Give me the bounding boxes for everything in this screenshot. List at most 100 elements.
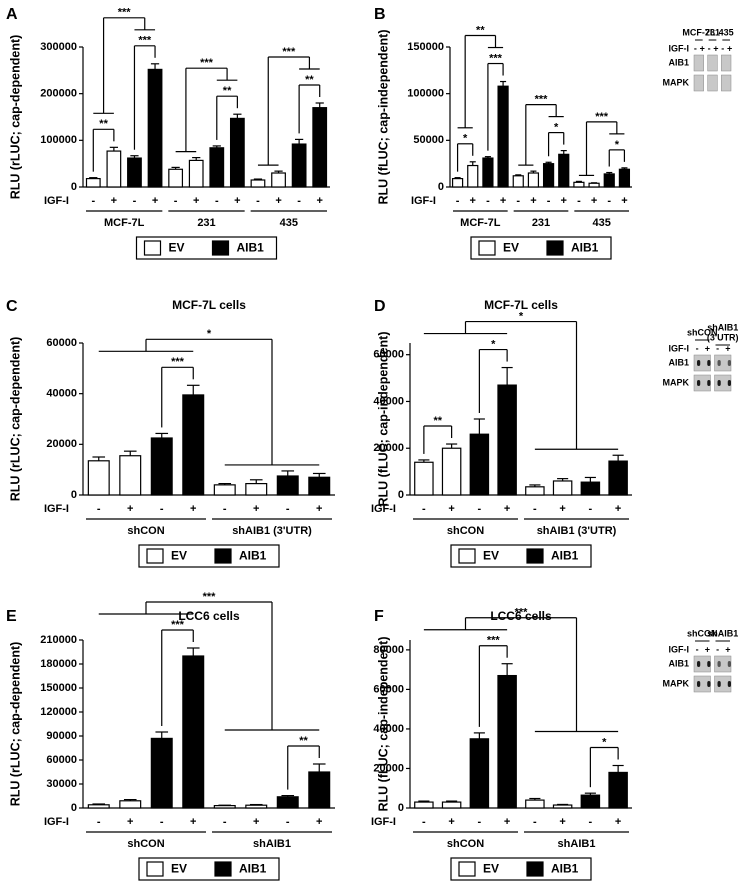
y-tick-label: 50000 [413,134,444,146]
x-row-label: IGF-I [411,195,436,207]
chart-title: LCC6 cells [490,609,552,623]
blot-column-label: shAIB1 [707,322,738,332]
bar [308,771,331,809]
panel-letter: B [374,6,386,23]
bar [469,738,490,809]
x-row-label: IGF-I [44,195,69,207]
x-tick-label: - [286,816,290,828]
group-label: shAIB1 [253,838,291,850]
panel-letter: A [6,6,18,23]
x-tick-label: - [589,503,593,515]
blot-band [717,360,721,366]
x-tick-label: + [234,195,240,207]
blot-row-label: AIB1 [668,357,689,367]
x-tick-label: + [448,503,454,515]
bar [209,147,225,188]
blot-sign: + [725,343,730,353]
legend-label: EV [503,241,519,255]
y-tick-label: 40000 [373,723,404,735]
blot-column-label: MCF-7L [682,27,715,37]
bar [580,481,601,496]
bar [469,433,490,496]
bar [527,172,540,188]
blot-band [727,681,731,687]
bar [188,159,204,188]
x-tick-label: + [615,503,621,515]
panel-letter: F [374,608,384,625]
x-tick-label: - [91,195,95,207]
bar [573,181,585,188]
x-tick-label: - [533,816,537,828]
bar [497,384,517,496]
x-tick-label: - [607,195,611,207]
x-tick-label: + [275,195,281,207]
bar [127,157,142,188]
x-tick-label: + [470,195,476,207]
significance-label: *** [171,619,185,631]
bar [106,150,122,188]
blot-band [717,661,721,667]
significance-label: ** [433,415,442,427]
y-tick-label: 20000 [373,762,404,774]
y-tick-label: 90000 [46,730,77,742]
x-tick-label: - [486,195,490,207]
bar [308,476,331,496]
bar [482,157,494,188]
x-tick-label: + [591,195,597,207]
x-tick-label: - [533,503,537,515]
x-tick-label: - [422,816,426,828]
bar [245,483,268,496]
bar [182,394,205,496]
blot-column-label: 435 [719,27,734,37]
bar [213,484,236,496]
blot-column-label: shCON [687,327,718,337]
x-tick-label: - [223,503,227,515]
panel-letter: D [374,298,386,315]
y-tick-label: 0 [398,802,404,814]
significance-label: ** [223,85,232,97]
significance-label: * [491,338,496,350]
legend-label: EV [483,549,499,563]
y-axis-label: RLU (fLUC; cap-independent) [376,637,390,812]
x-tick-label: - [577,195,581,207]
y-tick-label: 150000 [407,41,444,53]
significance-label: * [554,122,559,134]
y-tick-label: 100000 [407,88,444,100]
bar [497,674,517,809]
bar [85,178,101,188]
x-tick-label: + [127,503,133,515]
x-tick-label: + [152,195,158,207]
chart-title: MCF-7L cells [484,298,558,312]
x-tick-label: + [316,816,322,828]
blot-column-label: shAIB1 [707,628,738,638]
x-tick-label: - [256,195,260,207]
y-axis-label: RLU (rLUC; cap-dependent) [8,35,22,200]
blot-band [717,380,721,386]
bar [276,796,299,809]
x-row-label: IGF-I [371,816,396,828]
y-tick-label: 150000 [40,682,77,694]
blot-row-label: MAPK [663,377,690,387]
bar [608,771,628,809]
x-tick-label: + [559,503,565,515]
blot-row-label: MAPK [663,678,690,688]
bar [552,480,573,496]
blot-sign: + [700,43,705,53]
bar [558,153,570,188]
chart-title: LCC6 cells [178,609,240,623]
y-tick-label: 60000 [373,683,404,695]
y-axis-label: RLU (rLUC; cap-dependent) [8,642,22,807]
y-tick-label: 60000 [46,337,77,349]
x-tick-label: - [422,503,426,515]
legend-label: AIB1 [551,549,579,563]
y-axis-label: RLU (fLUC; cap-independent) [376,332,390,507]
blot-sign: - [696,343,699,353]
blot-sign: + [705,343,710,353]
x-tick-label: - [516,195,520,207]
bar [608,460,628,496]
blot-band [727,360,731,366]
blot-panel [707,54,718,72]
legend-box [470,236,612,260]
x-tick-label: - [223,816,227,828]
